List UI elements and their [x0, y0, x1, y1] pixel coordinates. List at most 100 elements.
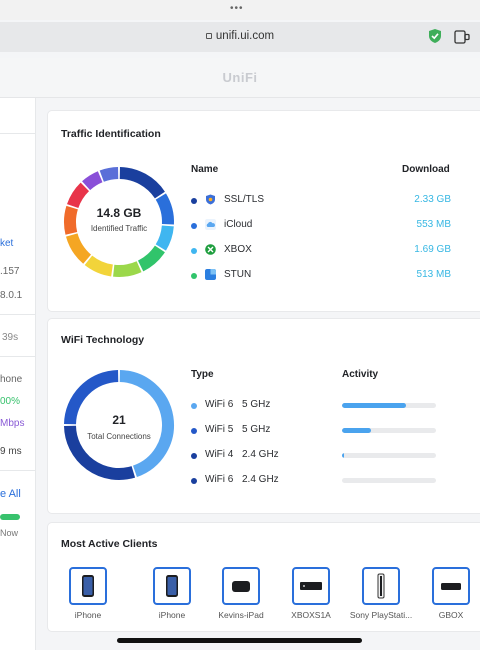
cloud-app-icon: [205, 219, 216, 230]
donut-segment[interactable]: [99, 167, 119, 182]
console-icon: [441, 583, 461, 590]
donut-segment[interactable]: [155, 193, 174, 225]
divider: [0, 470, 35, 471]
activity-bar: [342, 403, 436, 408]
wifi-band: 2.4 GHz: [242, 474, 279, 485]
brand-logo: UniFi: [222, 70, 258, 85]
donut-segment[interactable]: [66, 182, 90, 209]
traffic-row[interactable]: XBOX 1.69 GB: [191, 243, 461, 259]
wifi-row[interactable]: WiFi 5 5 GHz: [191, 423, 461, 439]
client-icon-box: [432, 567, 470, 605]
traffic-row[interactable]: iCloud 553 MB: [191, 218, 461, 234]
wifi-band: 5 GHz: [242, 424, 271, 435]
wifi-band: 5 GHz: [242, 399, 271, 410]
see-all-link[interactable]: e All: [0, 488, 21, 500]
traffic-value: 553 MB: [416, 219, 451, 230]
progress-bar: [0, 514, 20, 520]
activity-bar: [342, 478, 436, 483]
activity-bar: [342, 428, 436, 433]
donut-segment[interactable]: [137, 245, 165, 272]
donut-segment[interactable]: [119, 370, 174, 478]
wifi-col-type[interactable]: Type: [191, 369, 214, 380]
activity-fill: [342, 428, 372, 433]
client-icon-box: [153, 567, 191, 605]
donut-segment[interactable]: [64, 425, 136, 480]
bullet: [191, 428, 197, 434]
client-name: GBOX: [438, 610, 464, 620]
wifi-row[interactable]: WiFi 6 2.4 GHz: [191, 473, 461, 489]
home-indicator: [117, 638, 362, 643]
wifi-type: WiFi 6: [205, 399, 234, 410]
client-icon-box: [292, 567, 330, 605]
left-item-1: .157: [0, 266, 20, 277]
wifi-donut-chart[interactable]: [63, 369, 175, 481]
traffic-donut-chart[interactable]: [63, 166, 175, 278]
url-bar[interactable]: unifi.ui.com: [0, 22, 480, 52]
traffic-name: STUN: [224, 269, 252, 280]
left-item-6: Mbps: [0, 418, 25, 429]
xbox-app-icon: [205, 244, 216, 255]
traffic-col-name[interactable]: Name: [191, 164, 219, 175]
shield-app-icon: [206, 194, 215, 205]
traffic-name: iCloud: [224, 219, 253, 230]
traffic-row[interactable]: STUN 513 MB: [191, 268, 461, 284]
bullet: [191, 478, 197, 484]
app-header: UniFi: [0, 58, 480, 98]
extension-icon[interactable]: [454, 30, 470, 44]
wifi-total-label: Total Connections: [87, 432, 151, 441]
donut-segment[interactable]: [155, 225, 174, 251]
traffic-title: Traffic Identification: [61, 128, 161, 140]
client-icon-box: [69, 567, 107, 605]
wifi-type: WiFi 6: [205, 474, 234, 485]
client-icon-box: [222, 567, 260, 605]
donut-segment[interactable]: [82, 171, 103, 191]
wifi-donut-segments: [64, 370, 174, 480]
traffic-name: XBOX: [224, 244, 252, 255]
activity-fill: [342, 453, 344, 458]
wifi-center: 21 Total Connections: [63, 413, 175, 441]
bullet: [191, 403, 197, 409]
bullet: [191, 223, 197, 229]
traffic-total: 14.8 GB: [96, 206, 142, 220]
client-name: Sony PlayStati...: [349, 610, 413, 620]
wifi-band: 2.4 GHz: [242, 449, 279, 460]
traffic-row[interactable]: SSL/TLS 2.33 GB: [191, 193, 461, 209]
wifi-col-activity[interactable]: Activity: [342, 369, 379, 380]
left-item-9: Now: [0, 528, 19, 538]
traffic-card: Traffic Identification 14.8 GB Identifie…: [47, 110, 480, 312]
traffic-center: 14.8 GB Identified Traffic: [63, 206, 175, 233]
client-name: XBOXS1A: [291, 610, 331, 620]
wifi-row[interactable]: WiFi 6 5 GHz: [191, 398, 461, 414]
shield-extension-icon[interactable]: [428, 28, 442, 44]
activity-fill: [342, 403, 406, 408]
donut-segment[interactable]: [64, 205, 78, 235]
more-dots-icon[interactable]: •••: [230, 3, 244, 14]
donut-segment[interactable]: [64, 370, 119, 425]
traffic-value: 1.69 GB: [414, 244, 451, 255]
bullet: [191, 198, 197, 204]
divider: [0, 133, 35, 134]
left-panel: ket .157 8.0.1 39s hone 00% Mbps 9 ms e …: [0, 98, 36, 650]
clients-card: Most Active Clients iPhone iPhone Kevins…: [47, 522, 480, 632]
client-name: iPhone: [158, 610, 186, 620]
browser-top-bar: •••: [0, 0, 480, 20]
iphone-icon: [82, 575, 94, 597]
donut-segment[interactable]: [119, 167, 165, 199]
clients-title: Most Active Clients: [61, 538, 158, 550]
traffic-col-download[interactable]: Download: [402, 164, 450, 175]
url-display[interactable]: unifi.ui.com: [0, 30, 480, 42]
wifi-row[interactable]: WiFi 4 2.4 GHz: [191, 448, 461, 464]
wifi-card: WiFi Technology 21 Total Connections Typ…: [47, 318, 480, 514]
donut-segment[interactable]: [84, 255, 114, 277]
bullet: [191, 453, 197, 459]
wifi-type: WiFi 4: [205, 449, 234, 460]
stun-app-icon: [205, 269, 216, 280]
lock-icon: [205, 33, 212, 39]
donut-segment[interactable]: [113, 261, 142, 277]
xbox-console-icon: [300, 582, 322, 590]
traffic-value: 513 MB: [416, 269, 451, 280]
left-item-0[interactable]: ket: [0, 238, 14, 249]
left-item-4: hone: [0, 374, 23, 385]
donut-segment[interactable]: [65, 233, 92, 264]
wifi-title: WiFi Technology: [61, 334, 145, 346]
